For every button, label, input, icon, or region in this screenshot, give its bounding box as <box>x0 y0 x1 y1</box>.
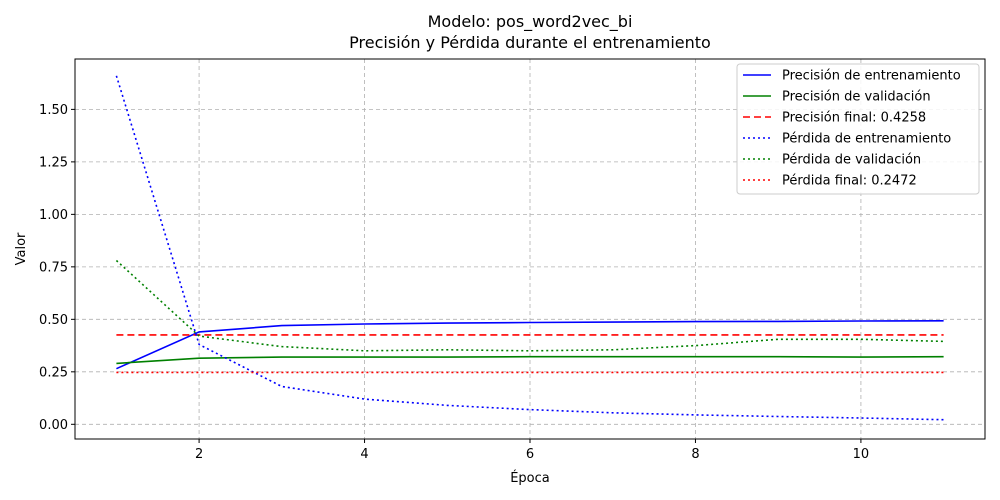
legend-entry-label: Precisión final: 0.4258 <box>782 111 926 126</box>
legend-box <box>736 63 980 195</box>
chart-title-line2: Precisión y Pérdida durante el entrenami… <box>349 33 711 52</box>
y-tick-label: 0.50 <box>39 313 68 328</box>
y-tick-label: 1.50 <box>39 103 68 118</box>
x-tick-label: 6 <box>526 447 534 462</box>
x-tick-label: 4 <box>360 447 368 462</box>
x-tick-label: 2 <box>195 447 203 462</box>
legend-entry-label: Pérdida de entrenamiento <box>782 132 951 147</box>
legend: Precisión de entrenamiento Precisión de v… <box>736 63 980 195</box>
legend-entry-label: Precisión de entrenamiento <box>782 69 961 84</box>
x-tick-label: 10 <box>853 447 870 462</box>
y-tick-label: 0.00 <box>39 418 68 433</box>
x-tick-label: 8 <box>691 447 699 462</box>
legend-entry-label: Pérdida de validación <box>782 153 921 168</box>
legend-entry-label: Precisión de validación <box>782 90 931 105</box>
y-tick-label: 0.25 <box>39 365 68 380</box>
x-axis-label: Época <box>510 470 550 486</box>
y-tick-label: 0.75 <box>39 260 68 275</box>
series-lines <box>115 75 944 421</box>
chart-title-line1: Modelo: pos_word2vec_bi <box>428 12 633 32</box>
y-axis-label: Valor <box>14 232 29 265</box>
y-tick-label: 1.00 <box>39 208 68 223</box>
series-line-1 <box>116 319 944 370</box>
series-line-2 <box>116 355 944 365</box>
y-tick-label: 1.25 <box>39 155 68 170</box>
legend-entry-label: Pérdida final: 0.2472 <box>782 174 917 189</box>
axis-ticks: 2 4 6 8 10 0.00 0.25 0.50 0.75 1.00 1.25 1.50 <box>39 103 869 462</box>
